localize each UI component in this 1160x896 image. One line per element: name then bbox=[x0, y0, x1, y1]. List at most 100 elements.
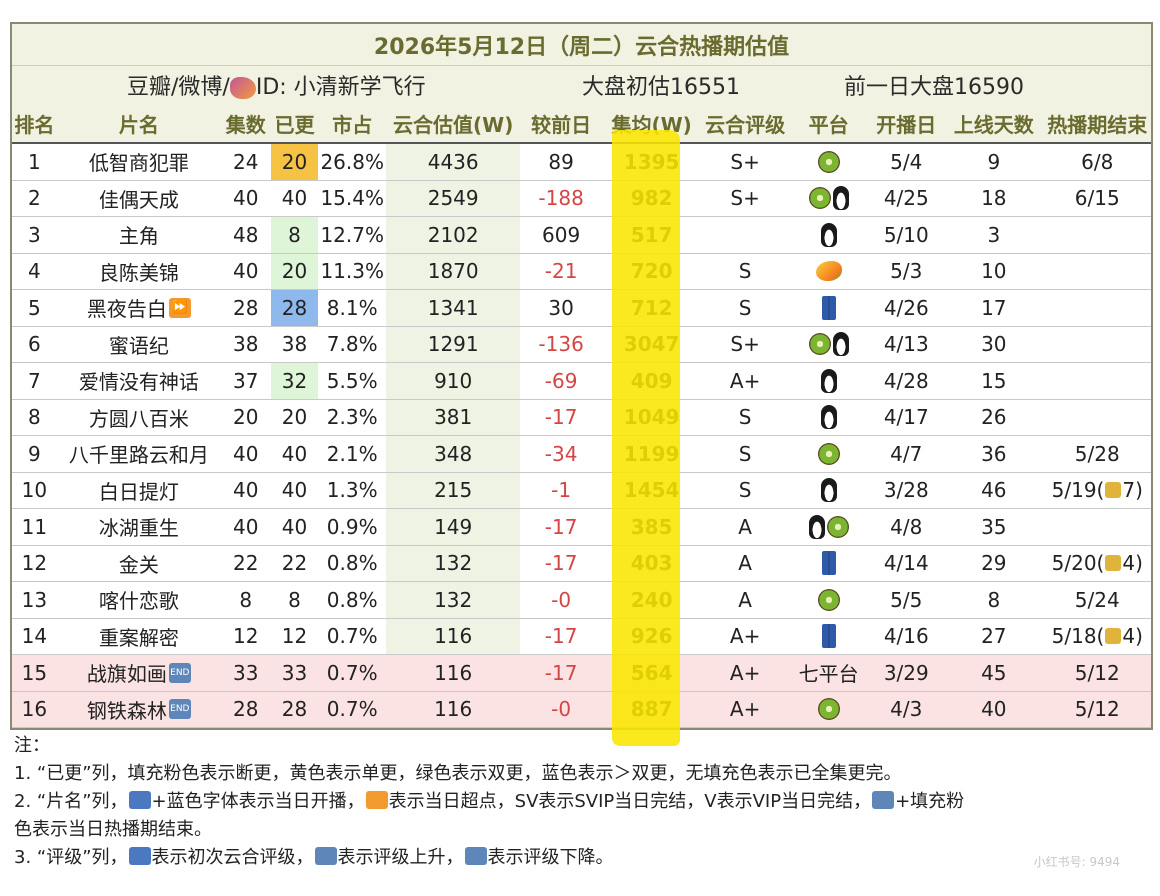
note-3: 3. “评级”列， 表示初次云合评级， 表示评级上升， 表示评级下降。 bbox=[14, 844, 1144, 872]
author-label: 豆瓣/微博/ID: 小清新学飞行 bbox=[127, 69, 426, 101]
end-date-text: 5/28 bbox=[1074, 441, 1120, 466]
cell-estimate: 215 bbox=[386, 472, 521, 508]
cell-grade: S bbox=[738, 259, 752, 284]
cell-average: 517 bbox=[630, 222, 673, 247]
cell-share: 8.1% bbox=[326, 295, 378, 320]
end-date-text: 5/12 bbox=[1074, 660, 1120, 685]
cell-title: 钢铁森林 END bbox=[57, 692, 221, 728]
penguin-icon bbox=[832, 332, 849, 357]
cell-delta: -69 bbox=[544, 368, 578, 393]
kiwi-icon bbox=[817, 588, 840, 611]
table-row: 1 低智商犯罪 24 20 26.8% 4436 89 1395 S+ 5/4 9 6/8 bbox=[12, 144, 1151, 181]
lock-icon bbox=[1105, 628, 1122, 645]
table-row: 16 钢铁森林 END 28 28 0.7% 116 -0 887 A+ 4/3 40 5/12 bbox=[12, 691, 1151, 728]
page-title: 2026年5月12日（周二）云合热播期估值 bbox=[12, 24, 1151, 66]
table-row: 2 佳偶天成 40 40 15.4% 2549 -188 982 S+ 4/25 18 6/15 bbox=[12, 180, 1151, 217]
end-date-text: 6/15 bbox=[1074, 186, 1120, 211]
lock-icon bbox=[1105, 555, 1122, 572]
cell-estimate: 132 bbox=[386, 582, 521, 618]
end-date-suffix: 4) bbox=[1122, 624, 1143, 649]
cell-updated: 40 bbox=[281, 514, 308, 539]
end-date-text: 5/24 bbox=[1074, 587, 1120, 612]
table-row: 14 重案解密 12 12 0.7% 116 -17 926 A+ 4/16 27 5/18(4) bbox=[12, 618, 1151, 655]
cell-delta: -17 bbox=[544, 624, 578, 649]
cell-end-date: 6/8 bbox=[1044, 144, 1151, 180]
cell-updated: 28 bbox=[281, 697, 308, 722]
end-date-text: 5/18( bbox=[1051, 624, 1105, 649]
title-text: 冰湖重生 bbox=[98, 516, 179, 541]
cell-days-online: 3 bbox=[987, 222, 1001, 247]
cell-days-online: 30 bbox=[981, 332, 1007, 357]
table-row: 5 黑夜告白 ⏩ 28 28 8.1% 1341 30 712 S 4/26 17 bbox=[12, 290, 1151, 327]
cell-grade: S+ bbox=[730, 332, 760, 357]
cell-platform bbox=[789, 509, 869, 545]
cell-title: 良陈美锦 bbox=[57, 254, 221, 290]
cell-delta: -34 bbox=[544, 441, 578, 466]
cell-estimate: 348 bbox=[386, 436, 521, 472]
cell-share: 0.9% bbox=[326, 514, 378, 539]
cell-platform bbox=[789, 619, 869, 655]
cell-average: 1199 bbox=[623, 441, 680, 466]
cell-average: 982 bbox=[630, 186, 673, 211]
cell-estimate: 1870 bbox=[386, 253, 521, 289]
cell-start-date: 5/3 bbox=[890, 259, 923, 284]
cell-rank: 15 bbox=[21, 660, 48, 685]
cell-rank: 10 bbox=[21, 478, 48, 503]
title-text: 方圆八百米 bbox=[88, 406, 189, 431]
col-estimate: 云合估值(W) bbox=[393, 112, 514, 137]
table-row: 8 方圆八百米 20 20 2.3% 381 -17 1049 S 4/17 26 bbox=[12, 399, 1151, 436]
cell-share: 26.8% bbox=[320, 149, 384, 174]
cell-end-date: 6/15 bbox=[1044, 181, 1151, 217]
cell-episodes: 33 bbox=[233, 660, 259, 685]
cell-title: 重案解密 bbox=[57, 619, 221, 655]
cell-days-online: 10 bbox=[981, 259, 1007, 284]
table-body: 1 低智商犯罪 24 20 26.8% 4436 89 1395 S+ 5/4 9 6/8 2 佳偶天成 4… bbox=[12, 144, 1151, 728]
end-date-text: 5/20( bbox=[1051, 551, 1105, 576]
cell-days-online: 27 bbox=[981, 624, 1007, 649]
cell-title: 主角 bbox=[57, 217, 221, 253]
title-text: 八千里路云和月 bbox=[68, 443, 209, 468]
cell-delta: -188 bbox=[538, 186, 584, 211]
end-date-text: 5/12 bbox=[1074, 697, 1120, 722]
cell-end-date: 5/18( 4) bbox=[1044, 619, 1151, 655]
cell-estimate: 116 bbox=[434, 697, 473, 722]
title-text: 钢铁森林 bbox=[86, 698, 167, 723]
author-id: ID: 小清新学飞行 bbox=[255, 75, 426, 100]
cell-episodes: 8 bbox=[239, 587, 253, 612]
table-row: 13 喀什恋歌 8 8 0.8% 132 -0 240 A 5/5 8 5/24 bbox=[12, 582, 1151, 619]
note-1: 1. “已更”列，填充粉色表示断更，黄色表示单更，绿色表示双更，蓝色表示＞双更，… bbox=[14, 763, 902, 784]
cell-rank: 14 bbox=[21, 624, 48, 649]
cell-platform bbox=[789, 692, 869, 728]
cell-share: 2.1% bbox=[326, 441, 378, 466]
cell-updated: 20 bbox=[270, 144, 319, 180]
column-header-row: 排名 片名 集数 已更 市占 云合估值(W) 较前日 集均(W) 云合评级 平台… bbox=[12, 104, 1151, 144]
sweet-potato-icon bbox=[229, 77, 256, 99]
platform-text: 七平台 bbox=[798, 662, 859, 687]
cell-rank: 11 bbox=[21, 514, 48, 539]
cell-start-date: 4/16 bbox=[883, 624, 929, 649]
cell-start-date: 4/8 bbox=[890, 514, 923, 539]
col-start-date: 开播日 bbox=[876, 112, 937, 137]
jeans-icon bbox=[821, 624, 836, 649]
cell-share: 0.7% bbox=[326, 624, 378, 649]
cell-grade: A+ bbox=[729, 368, 761, 393]
cell-delta: -17 bbox=[544, 660, 578, 685]
cell-platform bbox=[789, 363, 869, 399]
cell-average: 926 bbox=[630, 624, 673, 649]
cell-platform bbox=[789, 546, 869, 582]
cell-estimate: 1291 bbox=[386, 326, 521, 362]
cell-grade: S bbox=[738, 405, 752, 430]
cell-title: 八千里路云和月 bbox=[57, 436, 221, 472]
cell-grade: A bbox=[738, 551, 752, 576]
cell-title: 喀什恋歌 bbox=[57, 582, 221, 618]
cell-platform: 七平台 bbox=[789, 655, 869, 691]
penguin-icon bbox=[820, 478, 837, 503]
note-3-d: 表示评级下降。 bbox=[487, 847, 614, 868]
cell-end-date: 5/20(4) bbox=[1044, 546, 1151, 582]
cell-share: 15.4% bbox=[320, 186, 384, 211]
cell-days-online: 46 bbox=[981, 478, 1007, 503]
col-episodes: 集数 bbox=[225, 112, 266, 137]
cell-updated: 12 bbox=[281, 624, 308, 649]
cell-title: 蜜语纪 bbox=[57, 327, 221, 363]
cell-episodes: 40 bbox=[233, 186, 259, 211]
